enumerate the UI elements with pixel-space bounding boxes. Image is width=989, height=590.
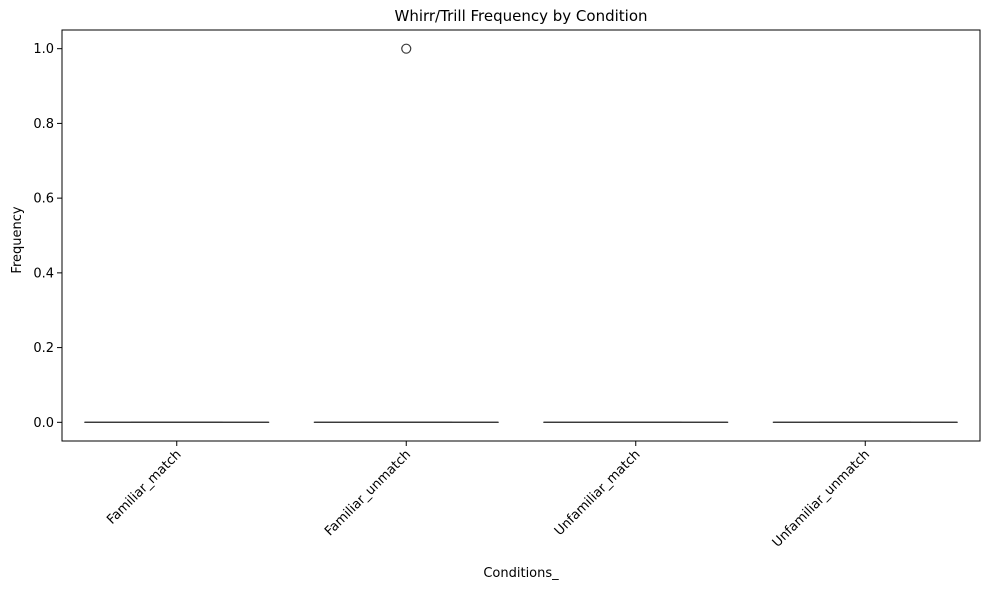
x-tick-label-1: Familiar_unmatch xyxy=(322,447,414,539)
y-tick-label-4: 0.8 xyxy=(33,117,54,132)
y-tick-label-0: 0.0 xyxy=(33,416,54,431)
y-tick-label-5: 1.0 xyxy=(33,42,54,57)
plot-area: 0.0 0.2 0.4 0.6 0.8 1.0 Familiar_match Familiar… xyxy=(33,29,981,551)
plot-frame xyxy=(61,29,981,442)
x-tick-label-0: Familiar_match xyxy=(104,447,184,527)
x-tick-label-3: Unfamiliar_unmatch xyxy=(770,447,873,550)
y-tick-label-3: 0.6 xyxy=(33,192,54,207)
x-axis-title: Conditions_ xyxy=(483,566,559,581)
outlier-point-Familiar_unmatch-0 xyxy=(401,43,412,54)
chart-title: Whirr/Trill Frequency by Condition xyxy=(394,7,647,25)
y-axis-title: Frequency xyxy=(10,206,25,273)
y-tick-label-1: 0.2 xyxy=(33,341,54,356)
y-tick-label-2: 0.4 xyxy=(33,266,54,281)
x-tick-label-2: Unfamiliar_match xyxy=(552,447,644,539)
